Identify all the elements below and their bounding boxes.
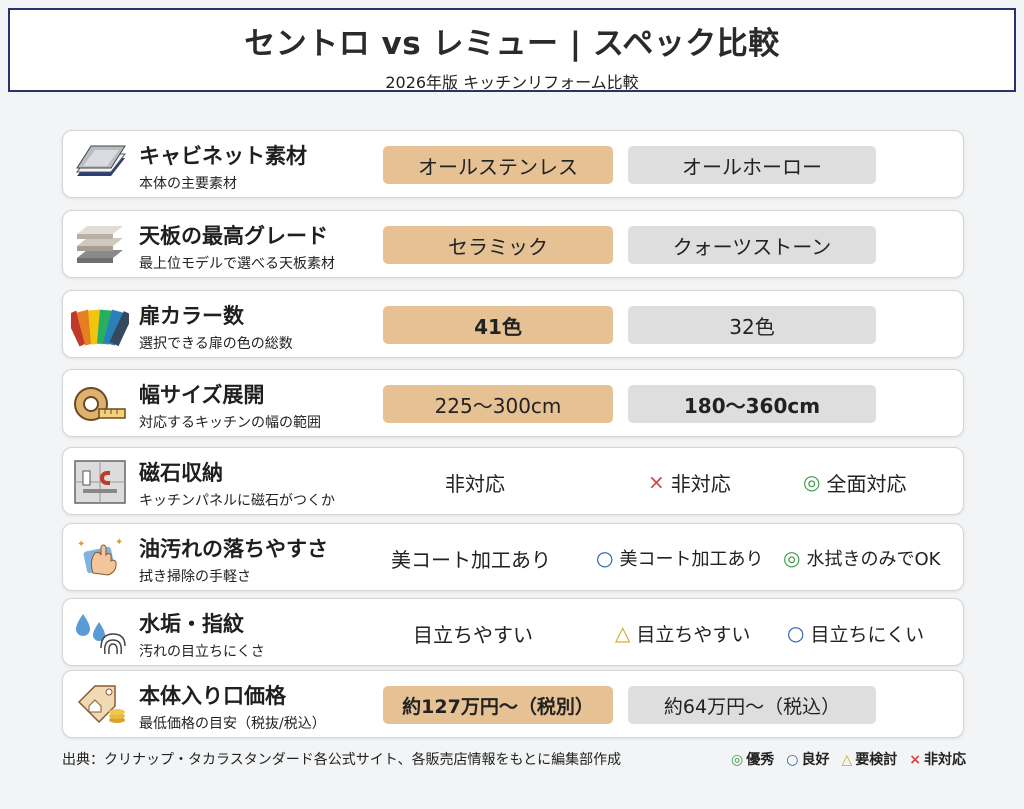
general-value: 目立ちやすい	[413, 622, 533, 647]
spec-row-width-range: 幅サイズ展開 対応するキッチンの幅の範囲 225〜300cm 180〜360cm	[62, 369, 964, 437]
svg-text:✦: ✦	[77, 539, 85, 550]
centro-value: オールステンレス	[383, 146, 613, 184]
spec-name: 油汚れの落ちやすさ	[139, 537, 328, 561]
spec-name: 扉カラー数	[139, 304, 244, 328]
consider-mark: △	[615, 621, 631, 645]
lemu-value: ◎ 全面対応	[803, 470, 907, 496]
excellent-mark: ◎	[783, 546, 801, 570]
spec-row-entry-price: 本体入り口価格 最低価格の目安（税抜/税込） 約127万円〜（税別） 約64万円…	[62, 670, 964, 738]
legend-excellent: ◎ 優秀	[731, 752, 775, 768]
spec-desc: 拭き掃除の手軽さ	[139, 569, 251, 585]
spec-desc: 対応するキッチンの幅の範囲	[139, 415, 321, 431]
lemu-value: オールホーロー	[628, 146, 876, 184]
lemu-value: 180〜360cm	[628, 385, 876, 423]
tape-measure-icon	[71, 379, 129, 429]
lemu-value: 約64万円〜（税込）	[628, 686, 876, 724]
legend-none: × 非対応	[909, 752, 966, 768]
water-drop-fingerprint-icon	[71, 608, 129, 658]
good-mark: ○	[787, 621, 805, 645]
not-supported-mark: ×	[648, 470, 665, 494]
spec-name: キャビネット素材	[139, 144, 307, 168]
centro-value: 225〜300cm	[383, 385, 613, 423]
magnet-panel-icon	[71, 457, 129, 507]
centro-value: 41色	[383, 306, 613, 344]
page-title: セントロ vs レミュー | スペック比較	[244, 26, 780, 62]
spec-name: 本体入り口価格	[139, 684, 286, 708]
price-tag-icon	[71, 680, 129, 730]
spec-name: 磁石収納	[139, 461, 223, 485]
spec-row-magnet-storage: 磁石収納 キッチンパネルに磁石がつくか 非対応 × 非対応 ◎ 全面対応	[62, 447, 964, 515]
spec-desc: 最上位モデルで選べる天板素材	[139, 256, 335, 272]
centro-value: × 非対応	[648, 470, 731, 496]
spec-row-door-colors: 扉カラー数 選択できる扉の色の総数 41色 32色	[62, 290, 964, 358]
spec-desc: 最低価格の目安（税抜/税込）	[139, 716, 326, 732]
excellent-mark: ◎	[803, 470, 821, 494]
spec-name: 天板の最高グレード	[139, 224, 328, 248]
spec-row-countertop-grade: 天板の最高グレード 最上位モデルで選べる天板素材 セラミック クォーツストーン	[62, 210, 964, 278]
centro-value: セラミック	[383, 226, 613, 264]
spec-desc: 汚れの目立ちにくさ	[139, 644, 265, 660]
countertop-slabs-icon	[71, 220, 129, 270]
spec-row-cabinet-material: キャビネット素材 本体の主要素材 オールステンレス オールホーロー	[62, 130, 964, 198]
general-value: 美コート加工あり	[391, 547, 551, 572]
spec-desc: 本体の主要素材	[139, 176, 237, 192]
spec-desc: キッチンパネルに磁石がつくか	[139, 493, 335, 509]
lemu-value: ◎ 水拭きのみでOK	[783, 546, 941, 570]
source-note: 出典：クリナップ・タカラスタンダード各公式サイト、各販売店情報をもとに編集部作成	[62, 752, 622, 768]
wiping-hand-icon: ✦ ✦	[71, 533, 129, 583]
spec-desc: 選択できる扉の色の総数	[139, 336, 293, 352]
lemu-value: 32色	[628, 306, 876, 344]
color-swatches-icon	[71, 300, 129, 350]
legend-good: ○ 良好	[786, 752, 830, 768]
spec-name: 幅サイズ展開	[139, 383, 265, 407]
page-subtitle: 2026年版 キッチンリフォーム比較	[385, 73, 639, 92]
centro-value: 約127万円〜（税別）	[383, 686, 613, 724]
lemu-value: クォーツストーン	[628, 226, 876, 264]
spec-row-oil-stain: ✦ ✦ 油汚れの落ちやすさ 拭き掃除の手軽さ 美コート加工あり ○ 美コート加工…	[62, 523, 964, 591]
spec-row-water-fingerprint: 水垢・指紋 汚れの目立ちにくさ 目立ちやすい △ 目立ちやすい ○ 目立ちにくい	[62, 598, 964, 666]
svg-text:✦: ✦	[115, 537, 123, 548]
lemu-value: ○ 目立ちにくい	[787, 621, 925, 646]
legend-consider: △ 要検討	[841, 752, 898, 768]
good-mark: ○	[596, 546, 614, 570]
stainless-sheet-icon	[71, 140, 129, 190]
page-header: セントロ vs レミュー | スペック比較 2026年版 キッチンリフォーム比較	[8, 8, 1016, 92]
general-value: 非対応	[445, 471, 505, 496]
centro-value: △ 目立ちやすい	[615, 621, 751, 646]
spec-name: 水垢・指紋	[139, 612, 244, 636]
centro-value: ○ 美コート加工あり	[596, 546, 764, 570]
legend: ◎ 優秀 ○ 良好 △ 要検討 × 非対応	[731, 749, 966, 769]
footer: 出典：クリナップ・タカラスタンダード各公式サイト、各販売店情報をもとに編集部作成…	[62, 748, 966, 770]
